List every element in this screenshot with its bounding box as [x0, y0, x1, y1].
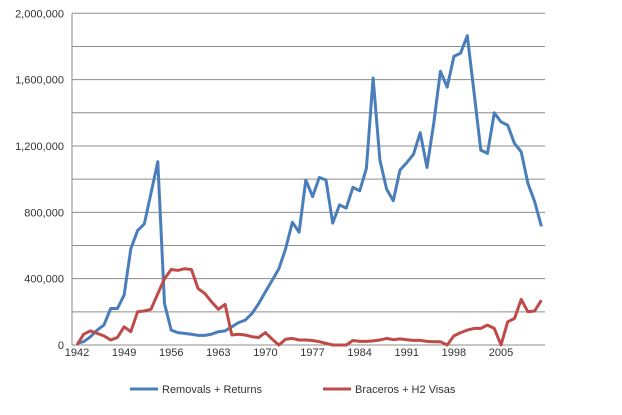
gridlines [72, 13, 545, 345]
x-tick-label: 1942 [65, 347, 89, 359]
x-axis-tick-labels: 1942 1949 1956 1963 1970 1977 1984 1991 1998 2005 [65, 347, 513, 359]
x-tick-label: 1984 [347, 347, 371, 359]
x-tick-label: 1949 [112, 347, 136, 359]
y-tick-label: 1,200,000 [15, 141, 64, 153]
series-lines [77, 36, 542, 346]
series-line-braceros-h2-visas [77, 269, 541, 345]
legend-label: Removals + Returns [162, 384, 262, 396]
legend: Removals + Returns Braceros + H2 Visas [130, 384, 456, 396]
x-tick-label: 1963 [206, 347, 230, 359]
x-tick-label: 1998 [442, 347, 466, 359]
x-tick-label: 1970 [253, 347, 277, 359]
y-tick-label: 800,000 [24, 207, 64, 219]
y-tick-label: 0 [58, 340, 64, 352]
x-tick-label: 1991 [395, 347, 419, 359]
y-tick-label: 1,600,000 [15, 75, 64, 87]
x-tick-label: 1956 [159, 347, 183, 359]
y-axis-tick-labels: 0 400,000 800,000 1,200,000 1,600,000 2,000,0… [15, 8, 64, 352]
series-line-removals-returns [77, 36, 541, 344]
legend-label: Braceros + H2 Visas [355, 384, 456, 396]
y-tick-label: 400,000 [24, 274, 64, 286]
y-tick-label: 2,000,000 [15, 8, 64, 20]
x-tick-label: 1977 [300, 347, 324, 359]
x-tick-label: 2005 [489, 347, 513, 359]
